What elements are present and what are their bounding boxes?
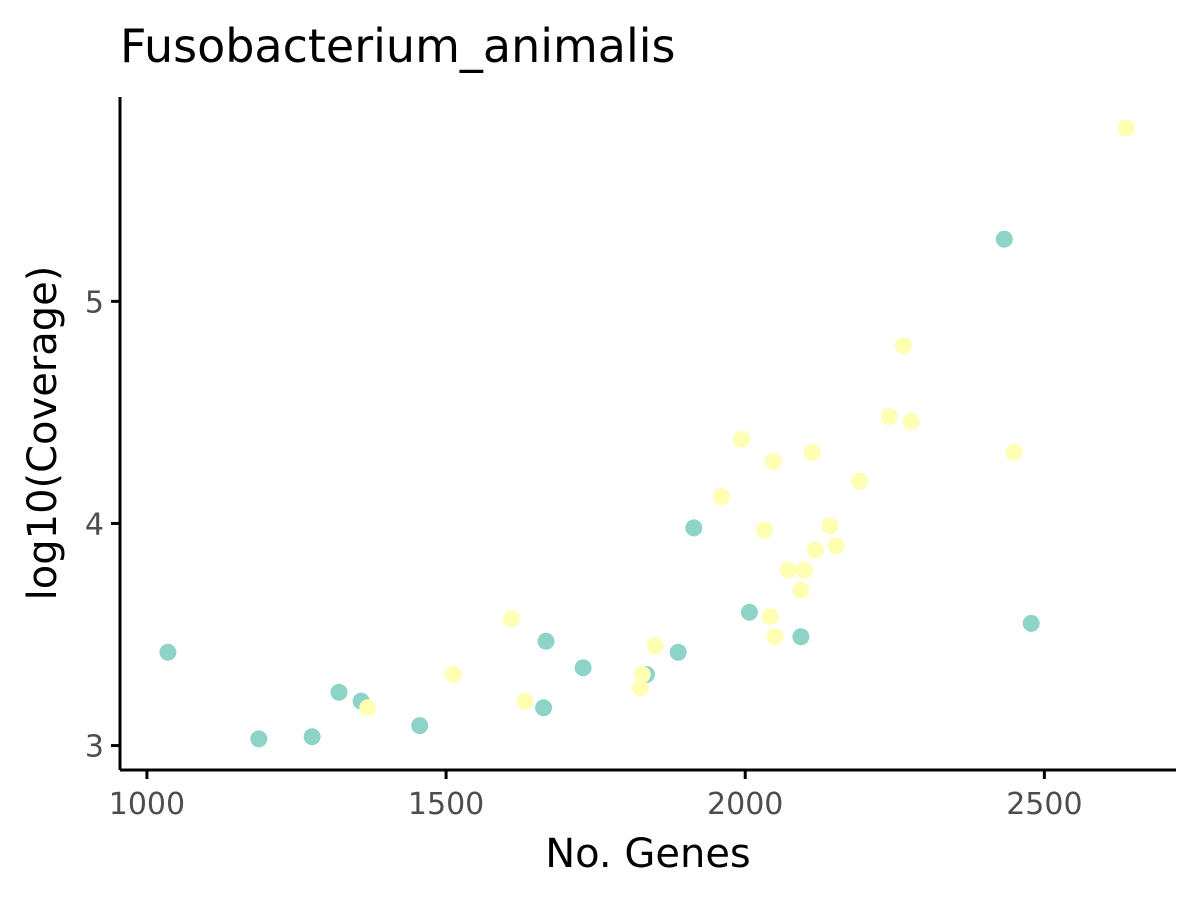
- y-tick-label: 4: [85, 507, 104, 542]
- data-point: [827, 537, 845, 555]
- data-point: [821, 517, 839, 535]
- y-axis-ticks: 3 4 5: [85, 285, 120, 765]
- data-point: [766, 628, 784, 646]
- data-point: [796, 561, 813, 579]
- data-point: [303, 728, 321, 746]
- data-point: [902, 412, 920, 430]
- data-point: [411, 717, 429, 735]
- x-tick-label: 2000: [707, 787, 783, 822]
- data-point: [779, 561, 797, 579]
- data-point: [806, 541, 824, 559]
- data-point: [1117, 119, 1135, 137]
- data-point: [740, 603, 758, 621]
- data-point: [792, 581, 810, 599]
- chart-title: Fusobacterium_animalis: [120, 19, 676, 73]
- data-point: [159, 643, 177, 661]
- data-point: [669, 643, 687, 661]
- data-point: [1005, 443, 1023, 461]
- data-point: [574, 659, 592, 677]
- data-point: [330, 683, 348, 701]
- data-point: [646, 637, 664, 655]
- x-axis-label: No. Genes: [545, 831, 751, 877]
- data-point: [633, 666, 651, 683]
- data-point: [359, 699, 377, 717]
- data-point: [764, 452, 782, 470]
- data-point: [537, 632, 555, 650]
- y-tick-label: 3: [85, 730, 104, 765]
- x-axis-ticks: 1000 1500 2000 2500: [109, 770, 1083, 822]
- data-point: [632, 679, 649, 697]
- data-point: [803, 443, 821, 461]
- data-point: [761, 608, 779, 626]
- data-point: [755, 521, 773, 539]
- data-point: [535, 699, 553, 717]
- data-point: [995, 230, 1013, 248]
- data-point: [880, 408, 898, 426]
- x-tick-label: 1000: [109, 787, 185, 822]
- data-point: [250, 730, 268, 748]
- data-point: [444, 666, 462, 683]
- x-tick-label: 2500: [1006, 787, 1082, 822]
- data-point: [502, 610, 520, 628]
- data-point: [851, 472, 868, 490]
- y-axis-label: log10(Coverage): [20, 266, 66, 601]
- data-point: [685, 519, 703, 537]
- data-point: [733, 430, 751, 448]
- data-point: [894, 337, 912, 355]
- data-point: [1022, 614, 1040, 632]
- data-point: [792, 628, 810, 646]
- y-tick-label: 5: [85, 285, 104, 320]
- x-tick-label: 1500: [408, 787, 484, 822]
- data-point: [516, 692, 534, 710]
- data-point: [712, 488, 730, 506]
- points-layer: [159, 119, 1135, 748]
